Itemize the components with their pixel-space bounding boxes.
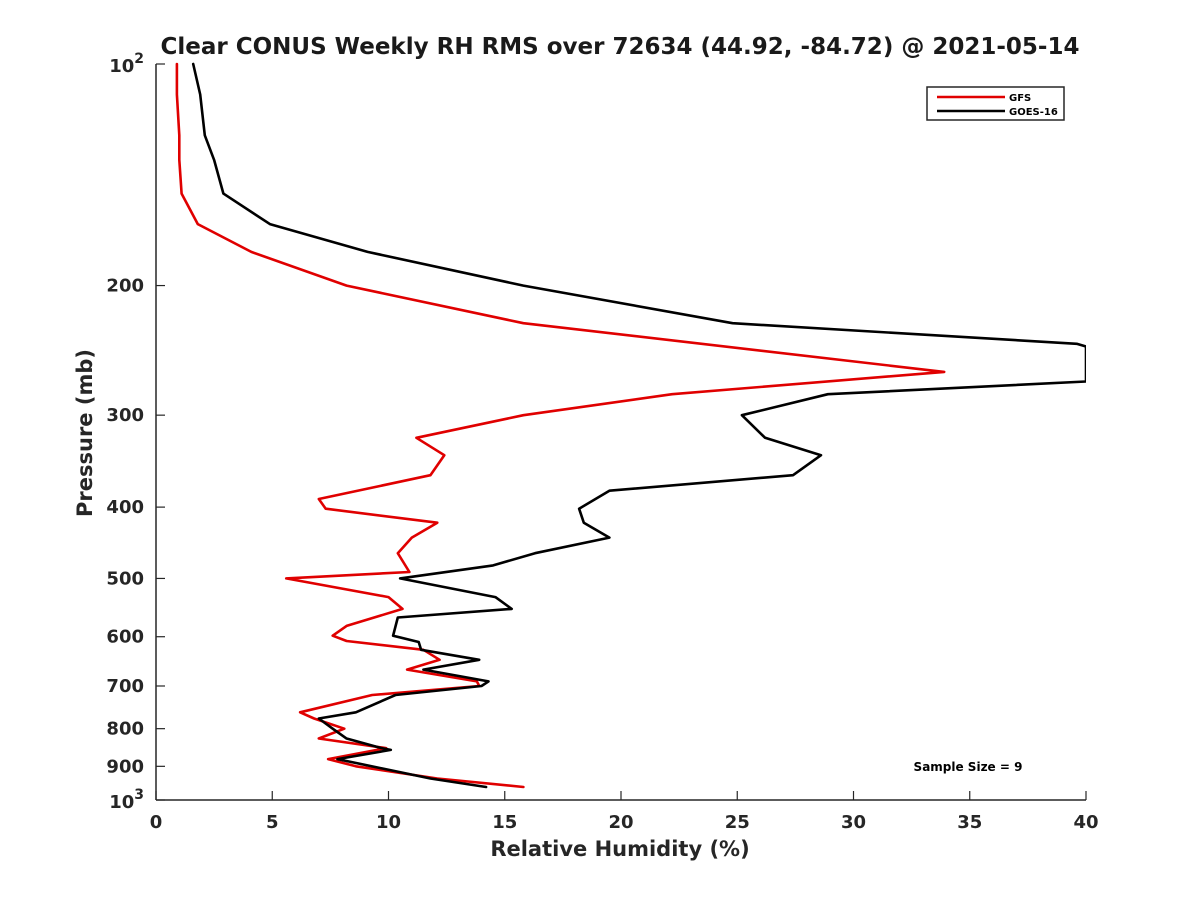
x-tick-label: 10 [376,812,401,833]
legend-label: GOES-16 [1009,107,1058,118]
x-tick-label: 35 [957,812,982,833]
x-tick-label: 25 [725,812,750,833]
y-tick-label: 200 [106,276,144,297]
x-tick-label: 0 [150,812,163,833]
axes: 0 5 10 15 20 25 30 35 40 102 200 300 400 500 600 700 800… [106,51,1098,833]
y-tick-label: 400 [106,497,144,518]
series-line-gfs [175,62,946,789]
y-tick-label: 500 [106,568,144,589]
x-tick-label: 20 [608,812,633,833]
legend-label: GFS [1009,93,1031,104]
y-tick-label: 103 [109,787,144,813]
y-tick-label: 900 [106,756,144,777]
x-tick-label: 30 [841,812,866,833]
series-layer [175,62,1086,789]
sample-size-annotation: Sample Size = 9 [914,760,1023,774]
y-tick-label: 600 [106,627,144,648]
x-axis-label: Relative Humidity (%) [490,837,749,861]
y-tick-label: 102 [109,51,144,77]
x-tick-label: 5 [266,812,279,833]
y-tick-label: 700 [106,676,144,697]
y-axis-label: Pressure (mb) [73,349,97,517]
legend-box [926,86,1065,121]
y-tick-label: 300 [106,405,144,426]
x-tick-label: 40 [1073,812,1098,833]
y-tick-label: 800 [106,719,144,740]
series-line-goes-16 [191,62,1086,789]
chart-title: Clear CONUS Weekly RH RMS over 72634 (44… [161,34,1080,60]
legend: GFS GOES-16 [926,86,1065,121]
x-tick-label: 15 [492,812,517,833]
